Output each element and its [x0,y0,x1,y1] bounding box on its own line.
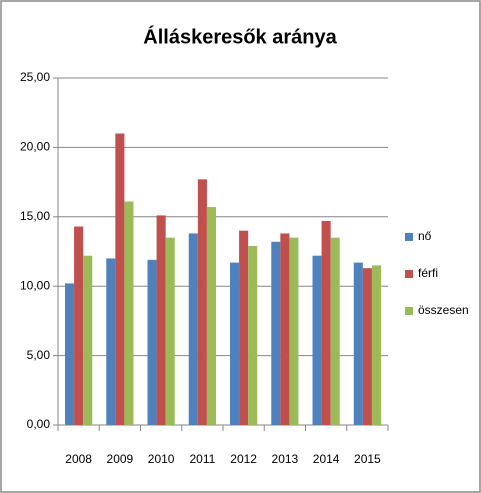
bar [271,241,281,425]
y-tick-label: 10,00 [20,278,50,292]
x-tick-label: 2012 [230,452,257,466]
bar [280,233,290,425]
bar [371,265,381,425]
chart-title: Álláskeresők aránya [143,25,337,48]
legend-label: összesen [418,303,469,317]
y-tick-label: 25,00 [20,70,50,84]
bar [362,268,372,425]
x-tick-label: 2009 [107,452,134,466]
y-tick-label: 5,00 [27,348,51,362]
bar [156,215,166,425]
y-tick-label: 20,00 [20,140,50,154]
bar [124,201,134,425]
bar [248,245,258,425]
legend-swatch [405,307,413,315]
bar [147,259,157,425]
bar [321,220,331,425]
bar [188,233,198,425]
bar [165,237,175,425]
bar [312,255,322,425]
x-tick-label: 2011 [189,452,215,466]
bar [353,262,363,425]
x-tick-label: 2015 [354,452,381,466]
legend-swatch [405,270,413,278]
x-tick-label: 2010 [148,452,175,466]
bar [206,207,216,425]
y-tick-label: 0,00 [27,417,51,431]
bar [330,237,340,425]
bar [197,179,207,425]
bar [83,255,93,425]
x-tick-label: 2014 [313,452,340,466]
legend-label: nő [418,229,432,243]
bar [65,283,75,425]
bar [289,237,299,425]
x-tick-label: 2008 [65,452,92,466]
y-tick-label: 15,00 [20,209,50,223]
bar [230,262,240,425]
bar [74,226,84,425]
bar [239,230,249,425]
legend-label: férfi [418,266,438,280]
bar [106,258,116,425]
bar [115,133,125,425]
x-tick-label: 2013 [272,452,299,466]
legend-swatch [405,233,413,241]
